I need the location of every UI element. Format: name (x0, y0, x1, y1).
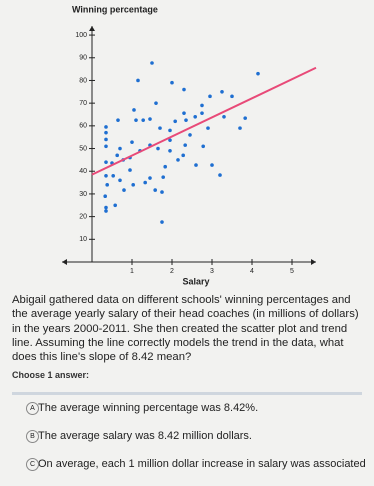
point (200, 111, 204, 115)
point (163, 164, 167, 169)
chart: Winning percentage Salary 10 20 30 40 50 60 70… (62, 4, 317, 286)
point (183, 143, 187, 147)
point (193, 114, 197, 119)
choice-letter: A (26, 401, 39, 415)
point (160, 190, 164, 194)
point (104, 173, 108, 178)
point (104, 209, 108, 213)
point (188, 133, 192, 137)
choice[interactable]: B The average salary was 8.42 million dol… (26, 429, 368, 443)
point (103, 194, 107, 198)
x-tick-label: 2 (170, 268, 174, 275)
point (104, 125, 108, 129)
point (148, 176, 152, 180)
point (156, 146, 160, 151)
point (104, 205, 108, 210)
y-tick-label: 100 (75, 32, 87, 39)
y-tick-label: 80 (79, 77, 87, 84)
point (141, 118, 145, 122)
chart-title: Winning percentage (72, 4, 158, 14)
question-text: Abigail gathered data on different schoo… (12, 294, 359, 364)
point (218, 173, 222, 177)
point (143, 180, 147, 185)
y-tick-label: 60 (79, 123, 87, 130)
point (116, 118, 120, 122)
point (208, 94, 212, 99)
x-tick-label: 4 (250, 268, 254, 275)
arrow (62, 26, 316, 265)
point (243, 116, 247, 120)
point (104, 137, 108, 142)
prompt: Choose 1 answer: (12, 370, 90, 380)
x-tick-label: 1 (130, 268, 134, 275)
y-tick-label: 70 (79, 100, 87, 107)
x-tick-label: 5 (290, 268, 294, 275)
point (230, 94, 234, 99)
point (158, 126, 162, 130)
choice-text: On average, each 1 million dollar increa… (38, 458, 366, 470)
point (201, 144, 205, 149)
point (132, 108, 136, 112)
point (130, 140, 134, 144)
point (113, 203, 117, 208)
point (206, 126, 210, 130)
point (104, 160, 108, 164)
choice-text: The average winning percentage was 8.42%… (38, 402, 259, 414)
point (134, 118, 138, 122)
choice[interactable]: C On average, each 1 million dollar incre… (26, 457, 368, 471)
point (154, 101, 158, 105)
point (122, 188, 126, 192)
point (170, 80, 174, 85)
x-tick-label: 3 (210, 268, 214, 275)
point (150, 61, 154, 65)
y-tick-label: 90 (79, 55, 87, 62)
point (105, 183, 109, 187)
point (222, 114, 226, 119)
trend-line (91, 66, 317, 176)
y-tick-label: 10 (79, 236, 87, 243)
point (182, 87, 186, 92)
point (168, 128, 172, 133)
point (131, 183, 135, 187)
point (238, 126, 242, 130)
choice[interactable]: A The average winning percentage was 8.42… (26, 401, 368, 415)
point (220, 90, 224, 94)
point (118, 146, 122, 151)
point (115, 153, 119, 158)
point (200, 103, 204, 108)
point (210, 163, 214, 167)
separator (12, 392, 362, 395)
y-tick-label: 40 (79, 168, 87, 175)
point (194, 163, 198, 167)
point (184, 118, 188, 122)
point (104, 130, 108, 135)
choice-letter: C (26, 457, 39, 471)
point (111, 173, 115, 178)
point (256, 71, 260, 76)
point (153, 188, 157, 192)
point (168, 138, 172, 142)
y-tick-label: 20 (79, 213, 87, 220)
choice-letter: B (26, 429, 39, 443)
point (176, 158, 180, 162)
point (104, 144, 108, 149)
point (160, 220, 164, 224)
x-axis-label: Salary (182, 276, 209, 286)
point (173, 119, 177, 124)
point (182, 111, 186, 115)
point (136, 78, 140, 83)
point (161, 175, 165, 179)
point (148, 117, 152, 121)
point (128, 168, 132, 172)
y-tick-label: 50 (79, 145, 87, 152)
choice-text: The average salary was 8.42 million doll… (38, 430, 252, 442)
point (181, 153, 185, 158)
point (168, 149, 172, 153)
point (118, 178, 122, 183)
y-tick-label: 30 (79, 191, 87, 198)
